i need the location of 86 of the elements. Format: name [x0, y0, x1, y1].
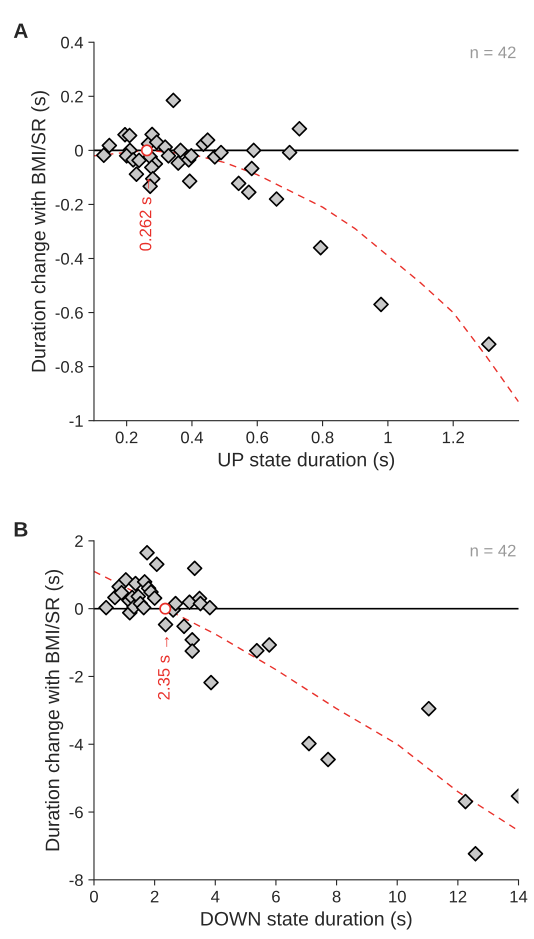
point: [244, 160, 260, 176]
x-tick-label: 0.8: [312, 432, 334, 444]
x-tick-label: 0.6: [246, 432, 268, 444]
point: [114, 584, 130, 601]
point: [148, 556, 165, 572]
point: [146, 590, 162, 606]
x-tick-label: 0: [90, 890, 98, 902]
point: [282, 144, 298, 160]
point: [96, 147, 112, 164]
point: [172, 142, 188, 158]
y-tick-label: 0: [74, 144, 83, 157]
point: [118, 572, 134, 588]
point: [468, 846, 484, 862]
point: [200, 132, 216, 148]
point: [140, 144, 153, 156]
annotation: n = 42: [470, 46, 516, 58]
y-tick-label: 0.2: [61, 90, 83, 103]
point: [128, 166, 144, 182]
point: [160, 148, 176, 164]
point: [186, 560, 202, 576]
x-tick-label: 4: [211, 890, 220, 902]
point: [373, 296, 389, 312]
point: [158, 616, 174, 632]
point: [148, 134, 164, 150]
y-tick-label: -0.4: [56, 252, 84, 265]
y-tick-label: -0.6: [56, 306, 83, 319]
x-tick-label: 10: [389, 890, 406, 902]
point: [292, 120, 308, 137]
y-tick-label: 2: [75, 535, 83, 547]
y-tick-label: -1: [69, 415, 83, 427]
point: [202, 600, 218, 616]
point: [420, 700, 437, 716]
annotation: 2.35 s →: [158, 637, 170, 700]
annotation: 0.262 s →: [140, 178, 152, 251]
y-tick-label: -8: [69, 874, 83, 886]
point: [122, 128, 138, 144]
point: [131, 152, 147, 168]
x-axis-title: DOWN state duration (s): [201, 911, 412, 930]
point: [182, 173, 198, 189]
x-tick-label: 0.2: [116, 432, 138, 444]
x-tick-label: 8: [332, 890, 340, 902]
x-tick-label: 0.4: [181, 432, 204, 444]
point: [312, 240, 328, 256]
point: [166, 92, 182, 108]
point: [249, 642, 265, 658]
x-axis-title: UP state duration (s): [218, 452, 394, 470]
point: [481, 336, 497, 352]
y-tick-label: -0.2: [56, 198, 83, 211]
y-axis-title: Duration change with BMI/SR (s): [45, 570, 64, 850]
point: [301, 736, 317, 752]
y-tick-label: -6: [69, 806, 83, 818]
point: [159, 602, 172, 615]
x-tick-label: 12: [450, 890, 466, 902]
y-tick-label: -2: [69, 670, 83, 682]
y-tick-label: -0.8: [56, 361, 83, 373]
point: [192, 596, 208, 612]
point: [213, 144, 229, 160]
y-tick-label: 0: [74, 603, 83, 615]
x-tick-label: 6: [272, 890, 280, 902]
point: [102, 138, 118, 154]
point: [230, 176, 246, 192]
x-tick-label: 1: [384, 432, 392, 444]
point: [458, 794, 474, 810]
y-axis-title: Duration change with BMI/SR (s): [31, 91, 50, 372]
point: [261, 637, 278, 653]
y-tick-label: 0.4: [61, 36, 84, 48]
point: [184, 643, 200, 659]
chart-title: B: [14, 522, 28, 537]
point: [144, 160, 160, 176]
point: [176, 618, 192, 634]
point: [98, 600, 114, 616]
chart-title: A: [14, 24, 28, 38]
point: [168, 596, 184, 612]
point: [246, 142, 262, 158]
point: [268, 191, 284, 207]
x-tick-label: 14: [510, 890, 528, 902]
point: [240, 184, 257, 200]
point: [203, 674, 219, 690]
x-tick-label: 1.2: [442, 432, 464, 444]
point: [320, 752, 336, 768]
x-tick-label: 2: [150, 890, 158, 902]
point: [184, 148, 200, 164]
point: [139, 544, 155, 561]
y-tick-label: -4: [69, 738, 84, 750]
annotation: n = 42: [470, 544, 516, 556]
point: [136, 600, 152, 616]
